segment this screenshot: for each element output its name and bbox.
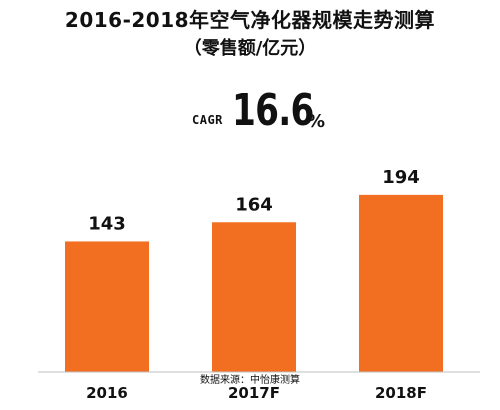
bar-2018F xyxy=(359,194,443,372)
data-label-2017F: 164 xyxy=(235,194,273,215)
cagr-callout: CAGR 16.6 % xyxy=(176,86,336,140)
bars-layer xyxy=(65,194,443,372)
x-tick-label-2017F: 2017F xyxy=(228,384,280,402)
chart-title: 2016-2018年空气净化器规模走势测算 xyxy=(64,8,436,32)
bar-2016 xyxy=(65,241,149,372)
x-tick-label-2016: 2016 xyxy=(86,384,128,402)
data-label-2016: 143 xyxy=(88,213,126,234)
labels-layer: 143 2016 164 2017F 194 2018F xyxy=(86,167,427,402)
bar-2017F xyxy=(212,222,296,372)
source-note: 数据来源：中怡康测算 xyxy=(200,375,300,386)
cagr-value: 16.6 xyxy=(232,85,314,136)
chart-subtitle: （零售额/亿元） xyxy=(183,38,317,59)
data-label-2018F: 194 xyxy=(382,167,420,188)
cagr-unit: % xyxy=(307,111,326,132)
x-tick-label-2018F: 2018F xyxy=(375,384,427,402)
cagr-label: CAGR xyxy=(192,113,223,127)
